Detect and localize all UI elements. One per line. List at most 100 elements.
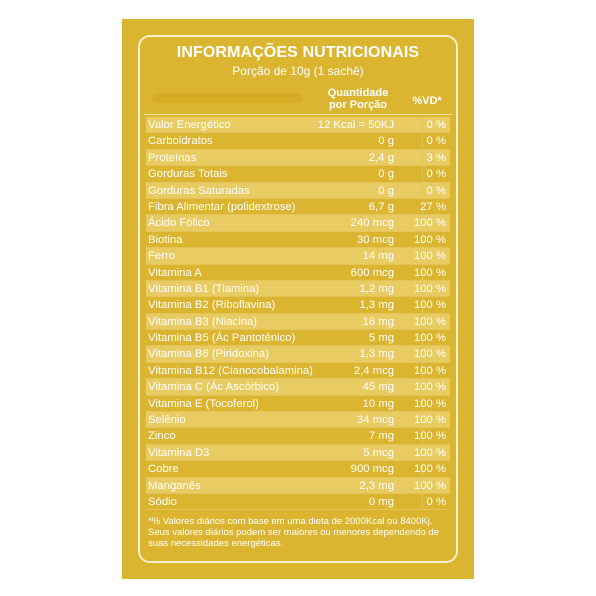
table-row: Vitamina B2 (Riboflavina) 1,3 mg 100 % (146, 297, 450, 314)
table-row: Manganês 2,3 mg 100 % (146, 477, 450, 494)
nutrient-name: Carboidratos (148, 135, 213, 148)
table-row: Cobre 900 mcg 100 % (146, 461, 450, 478)
nutrient-daily-value: 100 % (413, 446, 446, 459)
column-divider (422, 395, 423, 412)
nutrient-quantity: 12 Kcal = 50KJ (317, 119, 394, 131)
nutrient-quantity: 45 mg (362, 381, 394, 394)
nutrient-name: Cobre (148, 463, 179, 476)
nutrient-quantity: 34 mcg (356, 414, 394, 427)
column-divider (422, 149, 423, 166)
nutrient-quantity: 1,3 mg (359, 348, 394, 361)
nutrient-quantity: 0 g (378, 184, 394, 197)
nutrient-daily-value: 100 % (413, 315, 446, 328)
label-frame (138, 35, 458, 563)
nutrient-quantity: 2,3 mg (359, 479, 394, 492)
nutrient-daily-value: 100 % (413, 463, 446, 476)
column-divider (422, 133, 423, 149)
table-row: Vitamina B6 (Piridoxina) 1,3 mg 100 % (146, 346, 450, 363)
nutrient-name: Vitamina C (Ác Ascórbico) (148, 381, 280, 394)
nutrient-daily-value: 0 % (426, 135, 446, 148)
nutrient-name: Valor Energético (148, 119, 231, 131)
column-divider (422, 297, 423, 313)
table-row: Vitamina B12 (Cianocobalamina) 2,4 mcg 100… (146, 362, 450, 380)
table-row: Fibra Alimentar (polidextrose) 6,7 g 27 % (146, 198, 450, 216)
column-divider (422, 198, 423, 215)
table-row: Vitamina C (Ác Ascórbico) 45 mg 100 % (146, 379, 450, 396)
column-divider (422, 313, 423, 330)
nutrient-name: Fibra Alimentar (polidextrose) (148, 200, 296, 213)
nutrient-quantity: 16 mg (362, 315, 394, 328)
nutrient-name: Sódio (148, 495, 177, 508)
column-divider (422, 280, 423, 297)
nutrient-name: Selênio (148, 414, 186, 427)
table-row: Ácido Fólico 240 mcg 100 % (146, 215, 450, 232)
label-title: INFORMAÇÕES NUTRICIONAIS (176, 44, 420, 61)
column-divider (422, 362, 423, 379)
column-divider (422, 166, 423, 182)
table-row: Sódio 0 mg 0 % (146, 493, 450, 511)
column-divider (422, 412, 423, 428)
nutrient-name: Zinco (148, 430, 176, 443)
nutrient-daily-value: 0 % (426, 495, 446, 508)
nutrient-name: Ácido Fólico (148, 217, 210, 230)
nutrient-name: Vitamina A (148, 266, 202, 279)
nutrient-quantity: 900 mcg (350, 463, 394, 476)
nutrient-quantity: 14 mg (362, 250, 394, 263)
nutrient-name: Gorduras Totais (148, 168, 228, 181)
nutrient-name: Vitamina E (Tocoferol) (148, 397, 259, 410)
nutrient-daily-value: 100 % (413, 299, 446, 312)
nutrient-quantity: 2,4 mcg (353, 364, 394, 377)
column-header-daily-value: %VD* (412, 95, 442, 107)
nutrient-daily-value: 0 % (426, 184, 446, 197)
nutrient-quantity: 30 mcg (356, 233, 394, 246)
nutrient-daily-value: 100 % (413, 348, 446, 361)
table-row: Gorduras Saturadas 0 g 0 % (146, 182, 450, 199)
nutrient-quantity: 0 g (378, 168, 394, 181)
nutrient-name: Vitamina B5 (Ác Pantotênico) (148, 332, 296, 345)
nutrient-quantity: 7 mg (368, 430, 394, 443)
column-divider (422, 182, 423, 198)
column-divider (422, 493, 423, 510)
nutrient-quantity: 1,2 mg (359, 282, 394, 295)
table-row: Vitamina D3 5 mcg 100 % (146, 444, 450, 462)
nutrient-name: Vitamina B1 (Tiamina) (148, 282, 260, 295)
nutrient-daily-value: 100 % (413, 479, 446, 492)
column-divider (422, 346, 423, 362)
column-divider (422, 379, 423, 395)
nutrient-table: Valor Energético 12 Kcal = 50KJ 0 % Carboid… (146, 117, 450, 511)
nutrient-daily-value: 0 % (426, 119, 446, 131)
nutrient-quantity: 10 mg (362, 397, 394, 410)
nutrient-name: Gorduras Saturadas (148, 184, 250, 197)
nutrient-daily-value: 100 % (413, 217, 446, 230)
header-divider (144, 114, 452, 115)
nutrient-daily-value: 100 % (413, 266, 446, 279)
nutrient-name: Vitamina B6 (Piridoxina) (148, 348, 269, 361)
nutrient-quantity: 5 mg (368, 332, 394, 345)
nutrient-quantity: 600 mcg (350, 266, 394, 279)
nutrient-daily-value: 100 % (413, 282, 446, 295)
nutrient-daily-value: 3 % (426, 151, 446, 164)
nutrient-name: Vitamina B2 (Riboflavina) (148, 299, 276, 312)
column-divider (422, 444, 423, 461)
table-row: Proteínas 2,4 g 3 % (146, 149, 450, 167)
column-divider (422, 330, 423, 346)
column-header-quantity: Quantidade por Porção (327, 87, 389, 111)
table-row: Selênio 34 mcg 100 % (146, 412, 450, 429)
nutrient-daily-value: 100 % (413, 381, 446, 394)
nutrient-daily-value: 100 % (413, 233, 446, 246)
nutrient-daily-value: 100 % (413, 397, 446, 410)
table-row: Vitamina B1 (Tiamina) 1,2 mg 100 % (146, 280, 450, 298)
footnote: *% Valores diários com base em uma dieta… (148, 516, 439, 549)
nutrient-name: Proteínas (148, 151, 197, 164)
column-divider (422, 428, 423, 444)
serving-size: Porção de 10g (1 sachê) (232, 64, 364, 78)
nutrient-quantity: 0 mg (368, 495, 394, 508)
nutrient-daily-value: 100 % (413, 414, 446, 427)
table-row: Biotina 30 mcg 100 % (146, 231, 450, 249)
column-divider (422, 117, 423, 133)
table-row: Vitamina B3 (Niacina) 16 mg 100 % (146, 313, 450, 331)
nutrient-daily-value: 100 % (413, 250, 446, 263)
nutrition-label: INFORMAÇÕES NUTRICIONAIS Porção de 10g (… (122, 19, 474, 579)
nutrient-daily-value: 100 % (413, 364, 446, 377)
nutrient-daily-value: 0 % (426, 168, 446, 181)
